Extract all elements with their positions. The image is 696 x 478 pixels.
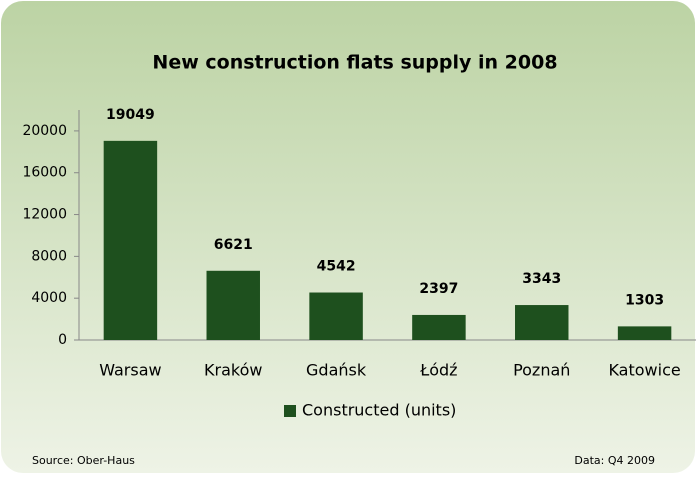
chart-title: New construction flats supply in 2008 — [152, 52, 557, 74]
y-tick-label: 4000 — [31, 290, 67, 306]
y-tick-label: 8000 — [31, 248, 67, 264]
x-tick-label: Kraków — [204, 361, 262, 380]
x-tick-label: Katowice — [608, 361, 680, 380]
source-note: Source: Ober-Haus — [32, 454, 135, 467]
x-tick-label: Gdańsk — [306, 361, 367, 380]
data-label: 4542 — [317, 259, 356, 275]
y-tick-label: 12000 — [22, 207, 67, 223]
x-tick-label: Warsaw — [99, 361, 161, 380]
data-label: 1303 — [625, 292, 664, 308]
bar — [515, 305, 569, 340]
data-note: Data: Q4 2009 — [574, 454, 655, 467]
data-label: 6621 — [214, 237, 253, 253]
data-label: 19049 — [106, 107, 155, 123]
legend-label: Constructed (units) — [302, 401, 456, 420]
data-label: 3343 — [522, 271, 561, 287]
bar — [103, 140, 158, 340]
data-label: 2397 — [419, 281, 458, 297]
y-tick-label: 16000 — [22, 165, 67, 181]
x-tick-label: Łódź — [419, 361, 457, 380]
y-tick-label: 20000 — [22, 123, 67, 139]
x-tick-label: Poznań — [513, 361, 570, 380]
bar — [206, 270, 260, 340]
legend-swatch — [284, 405, 296, 417]
bar — [309, 292, 363, 340]
bar — [617, 326, 672, 340]
y-tick-label: 0 — [58, 332, 67, 348]
bar — [412, 314, 466, 340]
